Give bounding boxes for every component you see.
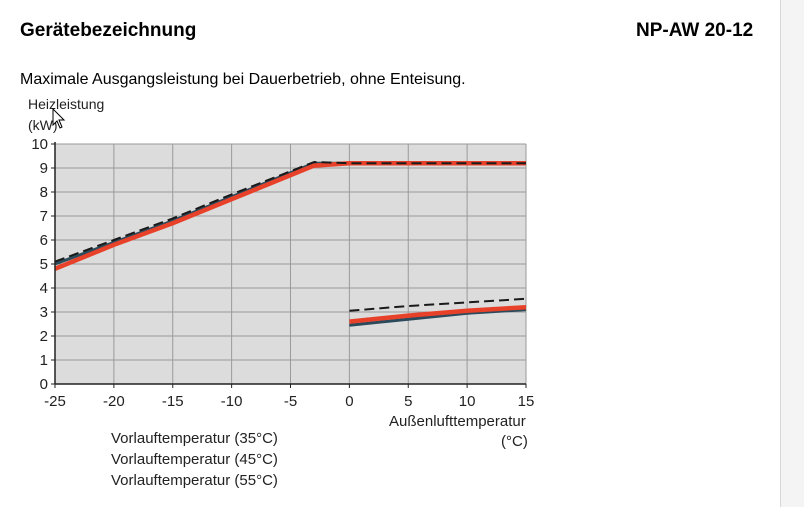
page-edge (780, 0, 804, 507)
legend-item-45: Vorlauftemperatur (45°C) (54, 451, 314, 472)
x-axis-label: Außenlufttemperatur (389, 413, 526, 430)
y-tick-label: 5 (40, 256, 48, 273)
y-axis-label: Heizleistung (28, 96, 105, 112)
legend-item-55: Vorlauftemperatur (55°C) (54, 472, 314, 493)
x-tick-label: 15 (518, 393, 535, 410)
series-line-2-seg-0 (54, 161, 526, 263)
y-tick-label: 8 (40, 184, 48, 201)
device-label: Gerätebezeichnung (20, 20, 197, 41)
chart-legend: Vorlauftemperatur (35°C) Vorlauftemperat… (54, 430, 314, 493)
x-tick-label: 5 (404, 393, 412, 410)
legend-item-35: Vorlauftemperatur (35°C) (54, 430, 314, 451)
y-tick-label: 3 (40, 304, 48, 321)
y-tick-label: 10 (31, 136, 48, 153)
mouse-pointer-icon (52, 108, 66, 129)
x-tick-label: -10 (221, 393, 243, 410)
y-axis-unit: (kW) (28, 117, 58, 133)
y-tick-label: 1 (40, 352, 48, 369)
x-tick-label: -5 (284, 393, 297, 410)
x-tick-label: 0 (345, 393, 353, 410)
legend-label-35: Vorlauftemperatur (35°C) (111, 430, 278, 447)
y-tick-label: 6 (40, 232, 48, 249)
x-tick-label: -25 (44, 393, 66, 410)
series-line-1-seg-1 (349, 308, 527, 327)
series-line-0-seg-1 (349, 304, 527, 324)
y-tick-label: 9 (40, 160, 48, 177)
x-tick-label: 10 (459, 393, 476, 410)
legend-label-45: Vorlauftemperatur (45°C) (111, 451, 278, 468)
x-axis-unit: (°C) (501, 433, 528, 450)
y-tick-label: 2 (40, 328, 48, 345)
series-line-0-seg-0 (54, 160, 526, 271)
chart-caption: Maximale Ausgangsleistung bei Dauerbetri… (20, 71, 466, 88)
x-tick-label: -20 (103, 393, 125, 410)
device-model: NP-AW 20-12 (636, 20, 754, 41)
y-tick-label: 7 (40, 208, 48, 225)
legend-label-55: Vorlauftemperatur (55°C) (111, 472, 278, 489)
y-tick-label: 4 (40, 280, 48, 297)
x-tick-label: -15 (162, 393, 184, 410)
y-tick-label: 0 (40, 376, 48, 393)
